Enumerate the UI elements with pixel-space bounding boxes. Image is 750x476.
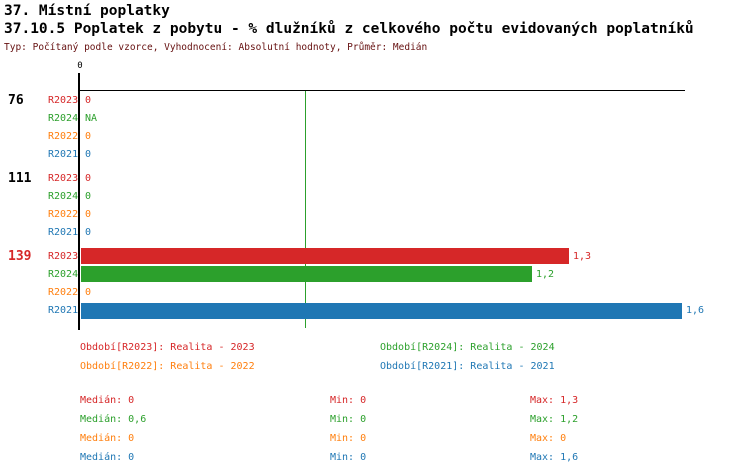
series-label-r2022: R2022 [48,286,79,298]
series-label-r2023: R2023 [48,250,79,262]
stat-max-r2022: Max: 0 [530,433,567,444]
stat-max-r2024: Max: 1,2 [530,414,579,425]
stat-min-r2021: Min: 0 [330,452,367,463]
legend-item-r2021: Období[R2021]: Realita - 2021 [380,361,555,372]
stat-median-r2022: Medián: 0 [80,433,135,444]
stat-median-r2024: Medián: 0,6 [80,414,147,425]
stat-min-r2022: Min: 0 [330,433,367,444]
bar-r2021 [81,302,682,319]
group-label: 76 [8,93,24,108]
legend-item-r2022: Období[R2022]: Realita - 2022 [80,361,255,372]
series-label-r2024: R2024 [48,190,79,202]
value-label: 0 [85,227,92,239]
report-section-title: 37. Místní poplatky [4,3,170,19]
value-label: 0 [85,208,92,220]
stat-median-r2021: Medián: 0 [80,452,135,463]
value-label: 0 [85,149,92,161]
stat-max-r2021: Max: 1,6 [530,452,579,463]
value-label: 0 [85,172,92,184]
series-label-r2022: R2022 [48,130,79,142]
series-label-r2023: R2023 [48,94,79,106]
series-label-r2022: R2022 [48,208,79,220]
stat-median-r2023: Medián: 0 [80,395,135,406]
median-reference-line [305,91,306,328]
stat-max-r2023: Max: 1,3 [530,395,579,406]
group-label: 111 [8,171,32,186]
group-label: 139 [8,249,32,264]
series-label-r2024: R2024 [48,112,79,124]
stat-min-r2024: Min: 0 [330,414,367,425]
bar-r2024 [81,266,532,283]
value-label: 1,2 [536,268,555,280]
y-axis-line [78,73,80,330]
value-label: NA [85,112,98,124]
value-label: 0 [85,190,92,202]
axis-zero-tick-label: 0 [77,61,83,71]
value-label: 1,3 [573,250,592,262]
series-label-r2021: R2021 [48,149,79,161]
series-label-r2021: R2021 [48,227,79,239]
legend-item-r2024: Období[R2024]: Realita - 2024 [380,342,555,353]
legend-item-r2023: Období[R2023]: Realita - 2023 [80,342,255,353]
series-label-r2023: R2023 [48,172,79,184]
value-label: 0 [85,286,92,298]
value-label: 0 [85,130,92,142]
chart-title: 37.10.5 Poplatek z pobytu - % dlužníků z… [4,21,694,37]
series-label-r2024: R2024 [48,268,79,280]
stat-min-r2023: Min: 0 [330,395,367,406]
x-axis-top-line [80,90,685,91]
chart-meta-line: Typ: Počítaný podle vzorce, Vyhodnocení:… [4,42,428,53]
series-label-r2021: R2021 [48,305,79,317]
value-label: 1,6 [686,305,705,317]
value-label: 0 [85,94,92,106]
bar-r2023 [81,248,569,264]
